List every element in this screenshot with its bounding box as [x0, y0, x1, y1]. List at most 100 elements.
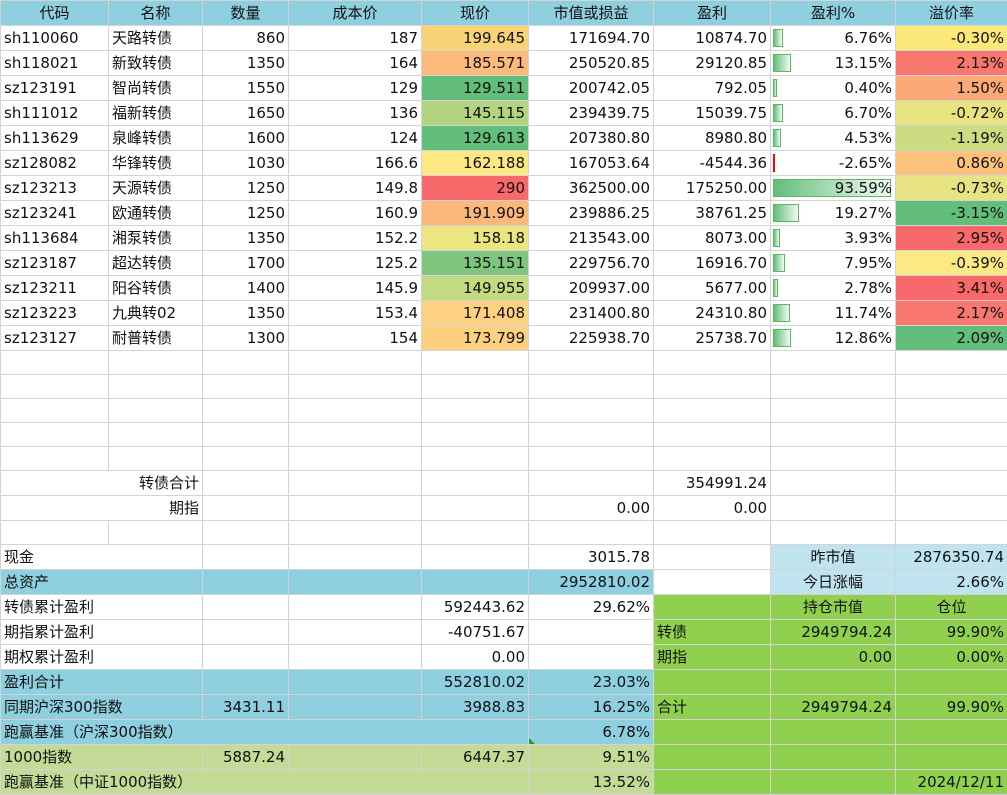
name-cell[interactable]: 华锋转债 [109, 151, 203, 176]
pos-bond-mv[interactable]: 2949794.24 [771, 620, 896, 645]
empty-cell[interactable] [771, 496, 896, 521]
empty-cell[interactable] [422, 545, 529, 570]
empty-cell[interactable] [422, 471, 529, 496]
qty-cell[interactable]: 1650 [203, 101, 289, 126]
empty-cell[interactable] [896, 471, 1007, 496]
profit-total-label[interactable]: 盈利合计 [1, 670, 203, 695]
empty-cell[interactable] [896, 670, 1007, 695]
fut-cum-value[interactable]: -40751.67 [422, 620, 529, 645]
qty-cell[interactable]: 1350 [203, 301, 289, 326]
qty-cell[interactable]: 1250 [203, 176, 289, 201]
empty-cell[interactable] [654, 447, 771, 471]
empty-cell[interactable] [654, 745, 771, 770]
market-value-cell[interactable]: 239886.25 [529, 201, 654, 226]
pos-bond-label[interactable]: 转债 [654, 620, 771, 645]
market-value-cell[interactable]: 209937.00 [529, 276, 654, 301]
premium-cell[interactable]: -0.30% [896, 26, 1007, 51]
premium-cell[interactable]: -0.72% [896, 101, 1007, 126]
position-mv-header[interactable]: 持仓市值 [771, 595, 896, 620]
profit-cell[interactable]: -4544.36 [654, 151, 771, 176]
empty-cell[interactable] [289, 399, 422, 423]
beat-hs300-value[interactable]: 6.78% [529, 720, 654, 745]
qty-cell[interactable]: 1030 [203, 151, 289, 176]
empty-cell[interactable] [289, 351, 422, 375]
price-cell[interactable]: 171.408 [422, 301, 529, 326]
pos-fut-pct[interactable]: 0.00% [896, 645, 1007, 670]
profit-total-pct[interactable]: 23.03% [529, 670, 654, 695]
empty-cell[interactable] [109, 351, 203, 375]
cost-cell[interactable]: 187 [289, 26, 422, 51]
market-value-cell[interactable]: 167053.64 [529, 151, 654, 176]
price-cell[interactable]: 149.955 [422, 276, 529, 301]
premium-cell[interactable]: 2.13% [896, 51, 1007, 76]
empty-cell[interactable] [203, 595, 289, 620]
profit-cell[interactable]: 16916.70 [654, 251, 771, 276]
profit-total-value[interactable]: 552810.02 [422, 670, 529, 695]
profit-cell[interactable]: 8980.80 [654, 126, 771, 151]
profit-pct-cell[interactable]: 4.53% [771, 126, 896, 151]
code-cell[interactable]: sz123223 [1, 301, 109, 326]
price-cell[interactable]: 199.645 [422, 26, 529, 51]
fut-cum-label[interactable]: 期指累计盈利 [1, 620, 203, 645]
empty-cell[interactable] [896, 521, 1007, 545]
header-cell[interactable]: 盈利% [771, 1, 896, 26]
qty-cell[interactable]: 1550 [203, 76, 289, 101]
empty-cell[interactable] [203, 423, 289, 447]
empty-cell[interactable] [529, 351, 654, 375]
profit-pct-cell[interactable]: 6.76% [771, 26, 896, 51]
empty-cell[interactable] [289, 545, 422, 570]
empty-cell[interactable] [422, 570, 529, 595]
market-value-cell[interactable]: 171694.70 [529, 26, 654, 51]
header-cell[interactable]: 溢价率 [896, 1, 1007, 26]
qty-cell[interactable]: 1300 [203, 326, 289, 351]
price-cell[interactable]: 158.18 [422, 226, 529, 251]
futures-subtotal-profit[interactable]: 0.00 [654, 496, 771, 521]
qty-cell[interactable]: 1600 [203, 126, 289, 151]
qty-cell[interactable]: 1700 [203, 251, 289, 276]
code-cell[interactable]: sh111012 [1, 101, 109, 126]
empty-cell[interactable] [654, 375, 771, 399]
name-cell[interactable]: 阳谷转债 [109, 276, 203, 301]
profit-pct-cell[interactable]: 93.59% [771, 176, 896, 201]
header-cell[interactable]: 市值或损益 [529, 1, 654, 26]
position-pct-header[interactable]: 仓位 [896, 595, 1007, 620]
profit-pct-cell[interactable]: -2.65% [771, 151, 896, 176]
empty-cell[interactable] [203, 351, 289, 375]
profit-pct-cell[interactable]: 0.40% [771, 76, 896, 101]
empty-cell[interactable] [289, 496, 422, 521]
profit-pct-cell[interactable]: 6.70% [771, 101, 896, 126]
cost-cell[interactable]: 166.6 [289, 151, 422, 176]
empty-cell[interactable] [654, 595, 771, 620]
futures-subtotal-mv[interactable]: 0.00 [529, 496, 654, 521]
premium-cell[interactable]: -3.15% [896, 201, 1007, 226]
empty-cell[interactable] [422, 423, 529, 447]
empty-cell[interactable] [422, 399, 529, 423]
bond-cum-value[interactable]: 592443.62 [422, 595, 529, 620]
name-cell[interactable]: 耐普转债 [109, 326, 203, 351]
premium-cell[interactable]: 2.95% [896, 226, 1007, 251]
premium-cell[interactable]: 1.50% [896, 76, 1007, 101]
profit-cell[interactable]: 15039.75 [654, 101, 771, 126]
cost-cell[interactable]: 153.4 [289, 301, 422, 326]
name-cell[interactable]: 智尚转债 [109, 76, 203, 101]
empty-cell[interactable] [289, 620, 422, 645]
empty-cell[interactable] [289, 570, 422, 595]
empty-cell[interactable] [654, 770, 771, 795]
code-cell[interactable]: sh110060 [1, 26, 109, 51]
profit-cell[interactable]: 29120.85 [654, 51, 771, 76]
cash-value[interactable]: 3015.78 [529, 545, 654, 570]
pos-fut-label[interactable]: 期指 [654, 645, 771, 670]
code-cell[interactable]: sh118021 [1, 51, 109, 76]
name-cell[interactable]: 泉峰转债 [109, 126, 203, 151]
price-cell[interactable]: 290 [422, 176, 529, 201]
cost-cell[interactable]: 149.8 [289, 176, 422, 201]
empty-cell[interactable] [896, 423, 1007, 447]
empty-cell[interactable] [771, 447, 896, 471]
empty-cell[interactable] [1, 399, 109, 423]
csi1000-label[interactable]: 1000指数 [1, 745, 203, 770]
bond-cum-pct[interactable]: 29.62% [529, 595, 654, 620]
profit-cell[interactable]: 8073.00 [654, 226, 771, 251]
price-cell[interactable]: 162.188 [422, 151, 529, 176]
name-cell[interactable]: 欧通转债 [109, 201, 203, 226]
name-cell[interactable]: 新致转债 [109, 51, 203, 76]
